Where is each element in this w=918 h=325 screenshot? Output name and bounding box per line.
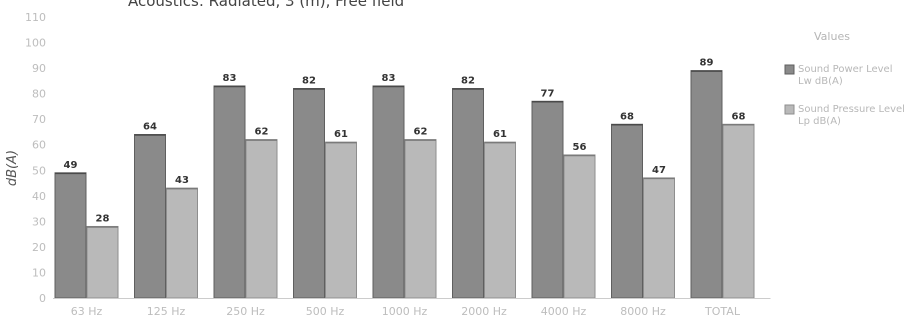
legend-swatch	[784, 104, 795, 115]
data-label: 64	[143, 122, 157, 133]
y-tick-label: 80	[32, 88, 46, 101]
bar-sound-power	[134, 134, 166, 299]
data-label: 49	[64, 160, 78, 171]
legend-swatch	[784, 64, 795, 75]
y-tick-label: 40	[32, 190, 46, 203]
bar-sound-power	[372, 85, 405, 299]
data-label: 28	[96, 213, 110, 224]
bar-sound-pressure	[643, 177, 675, 299]
bar-sound-power	[531, 100, 564, 299]
legend-entry-text: Sound Pressure Level	[798, 104, 905, 115]
x-axis-ticks: 63 Hz 125 Hz 250 Hz 500 Hz 1000 Hz 2000 Hz 400…	[71, 305, 741, 318]
legend-entry-text: Lw dB(A)	[798, 76, 843, 87]
legend-entry-text: Lp dB(A)	[798, 116, 841, 127]
legend-entry-text: Sound Power Level	[798, 64, 892, 75]
y-tick-label: 60	[32, 139, 46, 152]
data-label: 82	[302, 76, 316, 87]
y-axis-label: dB(A)	[5, 150, 20, 186]
y-tick-label: 20	[32, 241, 46, 254]
data-labels: 49 28 64 43 83 62 82 61 83 62 82 61 77 56 68 47 89 68	[64, 58, 746, 225]
data-label: 61	[493, 129, 507, 140]
data-label: 68	[620, 111, 634, 122]
data-label: 43	[175, 175, 189, 186]
x-tick-label: 500 Hz	[306, 305, 345, 318]
bar-sound-pressure	[245, 139, 278, 299]
x-tick-label: 63 Hz	[71, 305, 103, 318]
x-tick-label: 1000 Hz	[382, 305, 428, 318]
y-tick-label: 110	[25, 11, 46, 24]
y-axis-ticks: 0 10 20 30 40 50 60 70 80 90 100 110	[25, 11, 46, 305]
bar-sound-power	[690, 70, 723, 299]
bar-sound-pressure	[484, 141, 516, 299]
bar-sound-pressure	[404, 139, 437, 299]
x-tick-label: 4000 Hz	[541, 305, 587, 318]
data-label: 47	[652, 165, 666, 176]
y-tick-label: 70	[32, 113, 46, 126]
data-label: 82	[461, 76, 475, 87]
x-tick-label: TOTAL	[704, 305, 741, 318]
bar-sound-power	[452, 88, 484, 299]
x-tick-label: 250 Hz	[226, 305, 265, 318]
bar-sound-power	[293, 88, 325, 299]
bar-sound-pressure	[86, 225, 119, 299]
bar-sound-pressure	[563, 154, 596, 299]
x-tick-label: 8000 Hz	[620, 305, 666, 318]
data-label: 62	[255, 127, 269, 138]
bars	[53, 70, 771, 299]
data-label: 56	[573, 142, 587, 153]
bar-sound-power	[213, 85, 246, 299]
bar-sound-pressure	[722, 123, 755, 299]
y-tick-label: 10	[32, 266, 46, 279]
legend-title: Values	[814, 30, 850, 43]
x-tick-label: 2000 Hz	[461, 305, 507, 318]
y-tick-label: 90	[32, 62, 46, 75]
bar-sound-power	[611, 123, 643, 299]
data-label: 83	[382, 73, 396, 84]
data-label: 77	[541, 88, 555, 99]
data-label: 83	[223, 73, 237, 84]
data-label: 89	[700, 58, 714, 69]
y-tick-label: 100	[25, 37, 46, 50]
x-tick-label: 125 Hz	[147, 305, 186, 318]
bar-sound-pressure	[325, 141, 357, 299]
bar-sound-power	[54, 172, 87, 299]
y-tick-label: 50	[32, 164, 46, 177]
bar-sound-pressure	[166, 187, 198, 299]
chart-title: Acoustics: Radiated, 3 (m), Free field	[128, 0, 404, 10]
y-tick-label: 30	[32, 215, 46, 228]
data-label: 68	[732, 111, 746, 122]
y-tick-label: 0	[39, 292, 46, 305]
data-label: 62	[414, 127, 428, 138]
data-label: 61	[334, 129, 348, 140]
